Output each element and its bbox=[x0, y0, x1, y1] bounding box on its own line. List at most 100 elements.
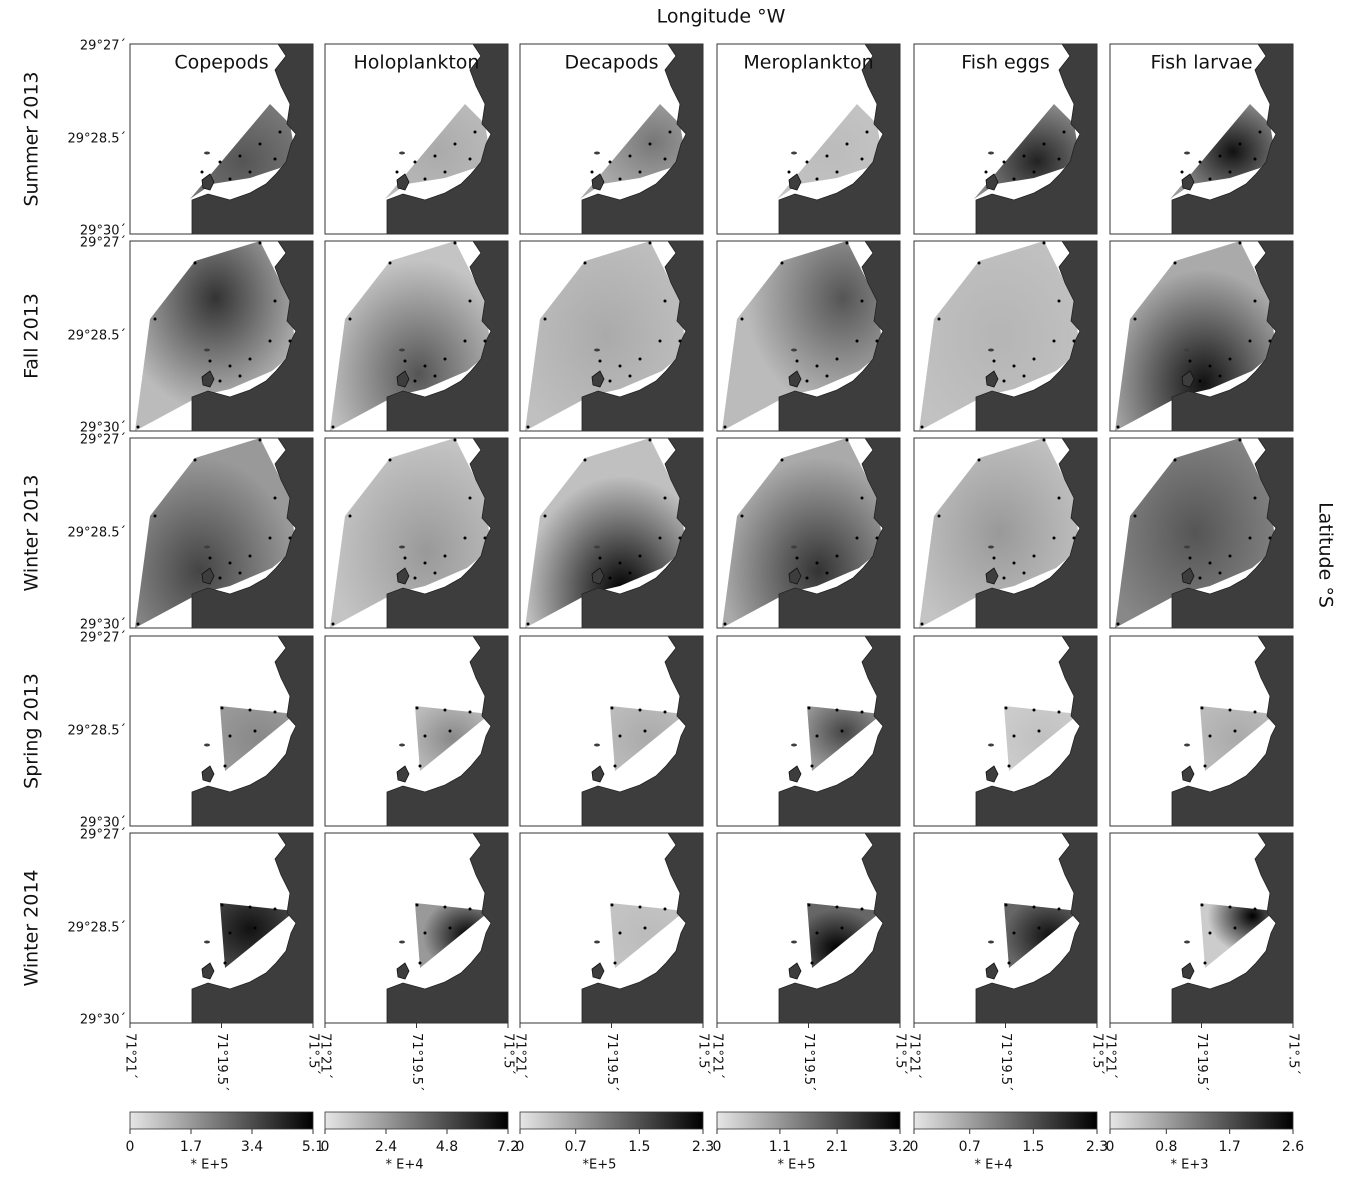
lat-tick-label: 29°27´ bbox=[80, 39, 126, 54]
island bbox=[396, 765, 410, 783]
station bbox=[1032, 357, 1036, 361]
station bbox=[413, 576, 417, 580]
station bbox=[1238, 438, 1242, 442]
station bbox=[613, 764, 617, 768]
station bbox=[1057, 157, 1061, 161]
station bbox=[613, 961, 617, 965]
panel-frame bbox=[1109, 437, 1294, 629]
station bbox=[643, 729, 647, 733]
station bbox=[860, 157, 864, 161]
map-panel: Decapods bbox=[519, 43, 704, 235]
sampling-area bbox=[135, 241, 296, 431]
lat-tick-label: 29°30´ bbox=[80, 816, 126, 831]
island bbox=[788, 173, 802, 191]
colorbar-tick-label: 0.7 bbox=[565, 1139, 587, 1155]
station bbox=[1057, 710, 1061, 714]
sampling-area bbox=[415, 903, 490, 968]
station bbox=[618, 931, 622, 935]
station bbox=[1037, 729, 1041, 733]
station bbox=[1233, 926, 1237, 930]
station bbox=[590, 170, 594, 174]
column-label: Meroplankton bbox=[743, 52, 873, 74]
map-panel: Copepods bbox=[129, 43, 314, 235]
station bbox=[1012, 364, 1016, 368]
island bbox=[788, 962, 802, 980]
station bbox=[610, 706, 614, 710]
station bbox=[1228, 554, 1232, 558]
station bbox=[977, 458, 981, 462]
station bbox=[1180, 170, 1184, 174]
map-panel bbox=[519, 437, 704, 629]
islet bbox=[204, 151, 210, 155]
map-panel bbox=[1109, 832, 1294, 1024]
island bbox=[985, 962, 999, 980]
station bbox=[805, 576, 809, 580]
station bbox=[835, 170, 839, 174]
station bbox=[678, 536, 682, 540]
sampling-area bbox=[807, 706, 882, 771]
islet bbox=[1184, 151, 1190, 155]
station bbox=[992, 556, 996, 560]
station bbox=[1052, 536, 1056, 540]
sampling-area bbox=[220, 706, 295, 771]
station bbox=[648, 438, 652, 442]
sampling-area bbox=[610, 706, 685, 771]
sampling-area bbox=[330, 241, 491, 431]
station bbox=[875, 536, 879, 540]
station bbox=[663, 157, 667, 161]
station bbox=[740, 317, 744, 321]
map-panel bbox=[1109, 437, 1294, 629]
panel-frame bbox=[324, 437, 509, 629]
lat-tick-label: 29°30´ bbox=[80, 1013, 126, 1028]
station bbox=[1173, 261, 1177, 265]
islet bbox=[594, 743, 600, 747]
island bbox=[1181, 765, 1195, 783]
map-panel bbox=[129, 437, 314, 629]
station bbox=[228, 734, 232, 738]
sampling-area bbox=[330, 438, 491, 628]
station bbox=[413, 379, 417, 383]
station bbox=[248, 357, 252, 361]
colorbar-scale: * E+5 bbox=[777, 1158, 815, 1173]
colorbar-tick-label: 2.3 bbox=[692, 1139, 714, 1155]
sampling-area bbox=[1200, 903, 1275, 968]
station bbox=[810, 961, 814, 965]
station bbox=[628, 154, 632, 158]
station bbox=[663, 496, 667, 500]
islet bbox=[988, 940, 994, 944]
station bbox=[443, 905, 447, 909]
panel-frame bbox=[716, 437, 901, 629]
station bbox=[583, 261, 587, 265]
station bbox=[483, 339, 487, 343]
station bbox=[723, 622, 727, 626]
station bbox=[223, 764, 227, 768]
lon-tick-label: 71°.5´ bbox=[1286, 1033, 1301, 1075]
station bbox=[807, 903, 811, 907]
station bbox=[238, 374, 242, 378]
station bbox=[860, 299, 864, 303]
colorbar-tick-label: 1.7 bbox=[180, 1139, 202, 1155]
station bbox=[1198, 379, 1202, 383]
lon-tick-label: 71°19.5´ bbox=[998, 1033, 1013, 1092]
sampling-area bbox=[220, 903, 295, 968]
panel-frame bbox=[913, 437, 1098, 629]
station bbox=[248, 905, 252, 909]
island bbox=[396, 173, 410, 191]
station bbox=[468, 907, 472, 911]
station bbox=[845, 438, 849, 442]
station bbox=[1072, 339, 1076, 343]
station bbox=[413, 160, 417, 164]
station bbox=[468, 157, 472, 161]
station bbox=[1116, 622, 1120, 626]
station bbox=[795, 556, 799, 560]
colorbar-tick-label: 0.7 bbox=[959, 1139, 981, 1155]
station bbox=[618, 561, 622, 565]
map-panel bbox=[324, 832, 509, 1024]
island bbox=[788, 370, 802, 388]
island bbox=[396, 370, 410, 388]
map-panel: Holoplankton bbox=[324, 43, 509, 235]
station bbox=[1258, 130, 1262, 134]
column-label: Fish eggs bbox=[961, 52, 1050, 74]
station bbox=[443, 554, 447, 558]
islet bbox=[204, 743, 210, 747]
